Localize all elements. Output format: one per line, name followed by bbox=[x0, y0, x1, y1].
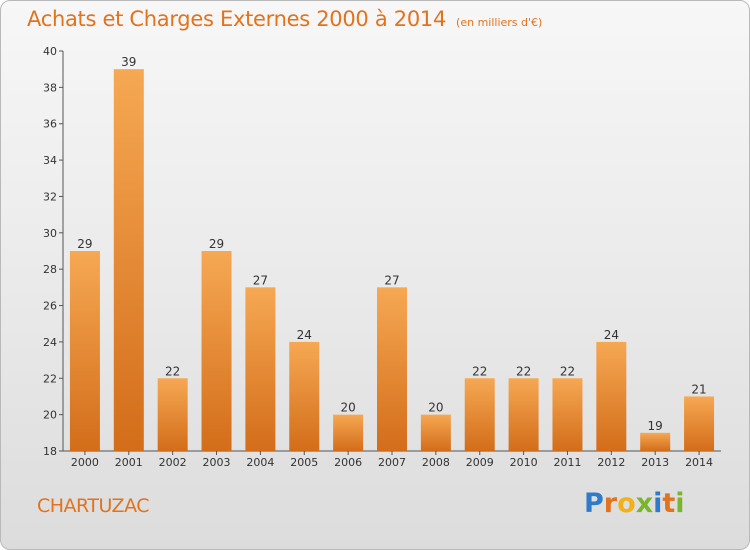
x-tick-label: 2004 bbox=[246, 456, 274, 469]
y-tick-label: 24 bbox=[43, 336, 57, 349]
x-tick-label: 2013 bbox=[641, 456, 669, 469]
y-tick-label: 36 bbox=[43, 118, 57, 131]
data-label: 20 bbox=[428, 401, 443, 415]
logo-letter: P bbox=[584, 488, 604, 519]
bar bbox=[69, 251, 100, 451]
logo-letter: r bbox=[603, 488, 618, 519]
data-label: 21 bbox=[691, 382, 706, 396]
bar bbox=[289, 341, 320, 451]
logo-letter: o bbox=[617, 488, 636, 519]
y-tick-label: 22 bbox=[43, 372, 57, 385]
title-text: Achats et Charges Externes 2000 à 2014 bbox=[27, 7, 447, 31]
logo-letter: i bbox=[653, 488, 663, 519]
bar bbox=[420, 414, 451, 451]
x-tick-label: 2008 bbox=[422, 456, 450, 469]
unit-note: (en milliers d'€) bbox=[456, 16, 543, 29]
x-tick-label: 2012 bbox=[597, 456, 625, 469]
bar bbox=[464, 378, 495, 451]
data-label: 27 bbox=[384, 273, 399, 287]
data-label: 20 bbox=[340, 401, 355, 415]
proxiti-logo: Proxiti bbox=[584, 488, 685, 519]
x-tick-label: 2011 bbox=[553, 456, 581, 469]
bar bbox=[596, 341, 627, 451]
y-tick-label: 26 bbox=[43, 300, 57, 313]
data-label: 22 bbox=[472, 364, 487, 378]
bars bbox=[69, 69, 715, 451]
bar bbox=[333, 414, 364, 451]
data-label: 29 bbox=[77, 237, 92, 251]
data-label: 24 bbox=[297, 328, 312, 342]
x-tick-label: 2005 bbox=[290, 456, 318, 469]
y-tick-label: 20 bbox=[43, 409, 57, 422]
y-tick-label: 32 bbox=[43, 190, 57, 203]
x-tick-label: 2006 bbox=[334, 456, 362, 469]
bar bbox=[157, 378, 188, 451]
axes: 18 20 22 24 26 28 30 32 34 36 38 40 2000 2001 2002 2003… bbox=[43, 45, 721, 469]
logo-letter: i bbox=[675, 488, 685, 519]
bar bbox=[508, 378, 539, 451]
x-tick-label: 2003 bbox=[203, 456, 231, 469]
x-tick-label: 2009 bbox=[466, 456, 494, 469]
bar bbox=[640, 432, 671, 451]
y-tick-label: 38 bbox=[43, 81, 57, 94]
y-tick-label: 28 bbox=[43, 263, 57, 276]
y-tick-label: 18 bbox=[43, 445, 57, 458]
data-label: 19 bbox=[648, 419, 663, 433]
x-tick-label: 2014 bbox=[685, 456, 713, 469]
data-label: 22 bbox=[560, 364, 575, 378]
logo-letter: t bbox=[662, 488, 676, 519]
chart-title: Achats et Charges Externes 2000 à 2014 (e… bbox=[27, 7, 542, 31]
logo-letter: x bbox=[635, 488, 654, 519]
x-tick-label: 2002 bbox=[159, 456, 187, 469]
y-tick-label: 34 bbox=[43, 154, 57, 167]
data-label: 29 bbox=[209, 237, 224, 251]
x-tick-label: 2000 bbox=[71, 456, 99, 469]
y-tick-label: 40 bbox=[43, 45, 57, 58]
commune-name: CHARTUZAC bbox=[37, 495, 150, 517]
data-label: 27 bbox=[253, 273, 268, 287]
data-label: 39 bbox=[121, 55, 136, 69]
bar bbox=[245, 287, 276, 451]
data-label: 22 bbox=[165, 364, 180, 378]
bar bbox=[113, 69, 144, 451]
y-tick-label: 30 bbox=[43, 227, 57, 240]
bar bbox=[377, 287, 407, 451]
bar bbox=[684, 396, 715, 451]
data-label: 24 bbox=[604, 328, 619, 342]
bar bbox=[201, 251, 232, 451]
labels: 29 39 22 29 27 24 20 27 20 22 22 22 24 19 21 bbox=[77, 55, 706, 433]
x-tick-label: 2010 bbox=[510, 456, 538, 469]
x-tick-label: 2001 bbox=[115, 456, 143, 469]
x-tick-label: 2007 bbox=[378, 456, 406, 469]
data-label: 22 bbox=[516, 364, 531, 378]
bar bbox=[552, 378, 583, 451]
